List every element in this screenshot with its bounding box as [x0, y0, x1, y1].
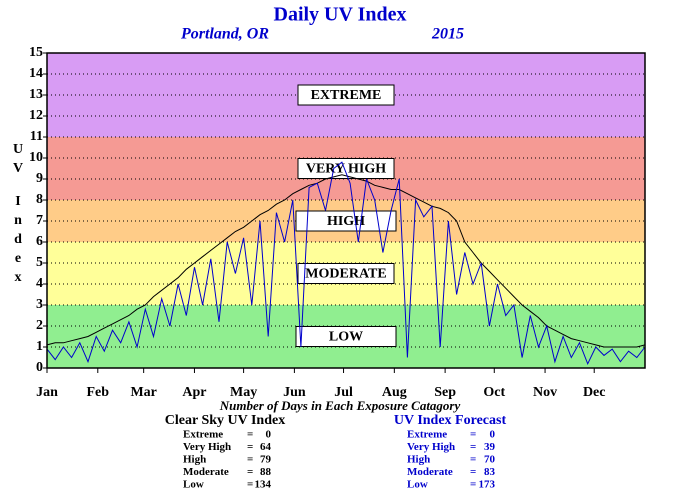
stats-separator: = [470, 441, 476, 453]
y-tick-label: 2 [36, 318, 43, 333]
y-tick-label: 5 [36, 255, 43, 270]
band-label-box [297, 158, 395, 179]
x-tick-label: Oct [483, 385, 505, 400]
stats-value: 134 [255, 479, 272, 491]
y-tick-label: 9 [36, 171, 43, 186]
band-label: LOW [329, 330, 363, 345]
stats-separator: = [470, 479, 476, 491]
stats-separator: = [470, 454, 476, 466]
stats-label: Low [183, 479, 204, 491]
y-tick-label: 14 [29, 66, 43, 81]
y-tick-label: 13 [29, 87, 43, 102]
x-tick-label: Dec [583, 385, 606, 400]
x-tick-label: Feb [87, 385, 110, 400]
x-tick-label: Nov [533, 385, 557, 400]
stats-title: Clear Sky UV Index [165, 413, 285, 428]
x-tick-label: Jul [334, 385, 353, 400]
stats-value: 173 [479, 479, 496, 491]
band-label-box [297, 263, 395, 284]
stats-label: Extreme [407, 429, 447, 441]
stats-label: Moderate [183, 466, 229, 478]
band-label-box [295, 326, 397, 347]
stats-label: Extreme [183, 429, 223, 441]
stats-title: UV Index Forecast [394, 413, 507, 428]
x-axis-label: Number of Days in Each Exposure Catagory [219, 398, 461, 413]
year: 2015 [431, 26, 464, 43]
x-tick-label: Apr [182, 385, 206, 400]
band-label: MODERATE [305, 267, 386, 282]
stats-separator: = [247, 466, 253, 478]
x-tick-label: May [230, 385, 257, 400]
stats-separator: = [247, 441, 253, 453]
stats-value: 0 [490, 429, 496, 441]
y-tick-label: 7 [36, 213, 43, 228]
x-tick-label: Jun [283, 385, 306, 400]
stats-value: 64 [260, 441, 272, 453]
stats-label: Low [407, 479, 428, 491]
band-label: EXTREME [311, 88, 382, 103]
band-label: VERY HIGH [306, 162, 386, 177]
subtitle: Portland, OR [180, 26, 269, 43]
stats-value: 70 [484, 454, 496, 466]
series-line [46, 161, 646, 366]
y-tick-label: 6 [36, 234, 43, 249]
stats-value: 88 [260, 466, 272, 478]
stats-value: 0 [266, 429, 272, 441]
stats-value: 39 [484, 441, 496, 453]
stats-value: 79 [260, 454, 272, 466]
series-line [46, 174, 646, 348]
y-tick-label: 15 [29, 45, 43, 60]
y-tick-label: 11 [30, 129, 43, 144]
y-tick-label: 8 [36, 192, 43, 207]
stats-separator: = [247, 454, 253, 466]
stats-value: 83 [484, 466, 496, 478]
band-label-box [297, 84, 395, 106]
chart-title: Daily UV Index [274, 4, 407, 26]
y-tick-label: 12 [29, 108, 43, 123]
y-tick-label: 0 [36, 360, 43, 375]
stats-separator: = [247, 429, 253, 441]
y-tick-label: 1 [36, 339, 43, 354]
stats-label: Moderate [407, 466, 453, 478]
y-tick-label: 4 [36, 276, 43, 291]
x-tick-label: Sep [434, 385, 456, 400]
stats-label: Very High [183, 441, 231, 453]
y-tick-label: 3 [36, 297, 43, 312]
stats-label: High [407, 454, 430, 466]
x-tick-label: Jan [36, 385, 58, 400]
stats-label: High [183, 454, 206, 466]
x-tick-label: Mar [130, 385, 156, 400]
band-label: HIGH [327, 214, 365, 229]
band-label-box [295, 210, 397, 232]
x-tick-label: Aug [382, 385, 407, 400]
stats-separator: = [470, 466, 476, 478]
y-tick-label: 10 [29, 150, 43, 165]
stats-separator: = [247, 479, 253, 491]
stats-label: Very High [407, 441, 455, 453]
plot-frame [46, 52, 646, 369]
stats-separator: = [470, 429, 476, 441]
